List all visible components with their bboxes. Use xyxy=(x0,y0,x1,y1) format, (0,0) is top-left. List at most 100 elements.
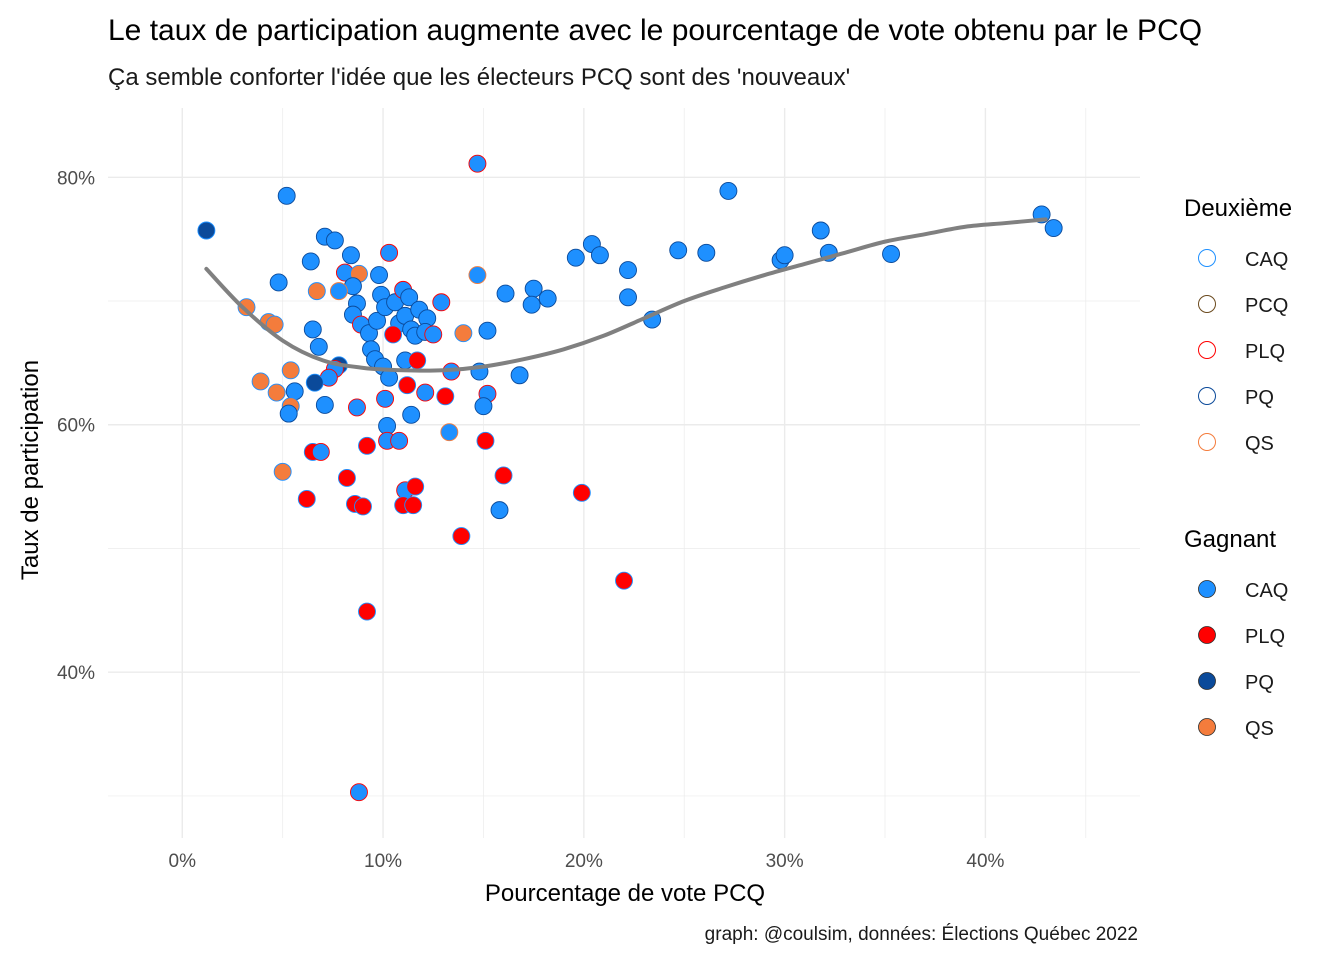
smooth-trend-line xyxy=(204,217,1048,373)
data-point xyxy=(384,325,403,344)
legend-label-gagnant: PLQ xyxy=(1245,626,1285,648)
data-point xyxy=(669,241,688,260)
legend-label-gagnant: QS xyxy=(1245,718,1274,740)
data-point xyxy=(309,337,328,356)
data-point xyxy=(719,181,738,200)
legend-key-gagnant xyxy=(1198,626,1216,644)
x-axis-title: Pourcentage de vote PCQ xyxy=(485,880,765,907)
data-point xyxy=(277,186,296,205)
x-tick-label: 40% xyxy=(966,851,1004,872)
data-point xyxy=(341,246,360,265)
data-point xyxy=(237,298,256,317)
legend-deuxieme-entries: CAQ PCQ PLQ PQ QS xyxy=(1198,249,1288,455)
legend-key-deuxieme xyxy=(1198,341,1216,359)
data-point xyxy=(301,252,320,271)
data-point xyxy=(697,243,716,262)
x-tick-label: 30% xyxy=(766,851,804,872)
data-point xyxy=(350,783,368,802)
legend-key-gagnant xyxy=(1198,718,1216,736)
data-point xyxy=(354,497,372,516)
data-point xyxy=(285,382,304,401)
grid xyxy=(108,108,1140,838)
data-point xyxy=(402,405,421,424)
legend-label-deuxieme: QS xyxy=(1245,433,1274,455)
data-point xyxy=(468,266,487,284)
data-point xyxy=(424,325,443,344)
legend-label-deuxieme: PLQ xyxy=(1245,341,1285,363)
data-point xyxy=(432,293,451,312)
y-tick-label: 80% xyxy=(57,168,95,189)
legend-key-deuxieme xyxy=(1198,249,1216,267)
data-point xyxy=(337,468,356,487)
data-point xyxy=(882,245,900,263)
data-point xyxy=(811,221,830,240)
data-point xyxy=(416,383,435,402)
data-point xyxy=(490,501,509,520)
data-point xyxy=(370,266,389,284)
data-point xyxy=(476,431,495,450)
data-point xyxy=(380,243,399,262)
data-point xyxy=(510,366,529,385)
data-point xyxy=(619,261,637,280)
data-point xyxy=(315,395,334,414)
data-point xyxy=(358,436,376,455)
data-point xyxy=(538,289,557,308)
data-point xyxy=(297,490,316,508)
data-point xyxy=(281,361,300,380)
legend-key-deuxieme xyxy=(1198,387,1216,405)
data-point xyxy=(269,273,288,292)
data-point xyxy=(566,248,585,267)
data-point xyxy=(273,462,292,481)
data-point xyxy=(522,295,541,314)
data-point xyxy=(307,282,326,301)
data-point xyxy=(279,404,298,423)
data-point xyxy=(325,231,344,250)
data-point xyxy=(440,423,459,442)
legend-title-gagnant: Gagnant xyxy=(1184,526,1276,553)
legend-label-gagnant: CAQ xyxy=(1245,580,1288,602)
data-point xyxy=(390,431,409,450)
data-point xyxy=(436,387,455,406)
y-axis-title: Taux de participation xyxy=(17,360,44,580)
data-point xyxy=(404,496,423,515)
data-point xyxy=(376,389,395,408)
legend-label-deuxieme: PCQ xyxy=(1245,295,1288,317)
data-point xyxy=(572,483,591,502)
data-point xyxy=(590,246,609,265)
legend-label-gagnant: PQ xyxy=(1245,672,1274,694)
legend-gagnant-entries: CAQ PLQ PQ QS xyxy=(1198,580,1288,740)
data-point xyxy=(267,383,286,402)
data-point xyxy=(400,288,419,307)
data-point xyxy=(524,279,543,298)
x-tick-label: 10% xyxy=(364,851,402,872)
legend-label-deuxieme: PQ xyxy=(1245,387,1274,409)
data-point xyxy=(615,571,633,590)
y-tick-label: 60% xyxy=(57,416,95,437)
data-point xyxy=(619,288,637,307)
data-points xyxy=(197,154,1063,802)
legend-key-deuxieme xyxy=(1198,295,1216,313)
data-point xyxy=(305,373,324,392)
data-point xyxy=(368,311,386,330)
legend-key-deuxieme xyxy=(1198,433,1216,451)
legend-key-gagnant xyxy=(1198,580,1216,598)
data-point xyxy=(358,602,376,621)
legend-label-deuxieme: CAQ xyxy=(1245,249,1288,271)
data-point xyxy=(303,320,322,339)
data-point xyxy=(398,376,417,395)
chart-title: Le taux de participation augmente avec l… xyxy=(108,14,1202,47)
chart-caption: graph: @coulsim, données: Élections Québ… xyxy=(705,924,1138,945)
data-point xyxy=(251,372,270,391)
y-tick-label: 40% xyxy=(57,663,95,684)
data-point xyxy=(775,246,794,265)
data-point xyxy=(329,282,348,301)
legend-key-gagnant xyxy=(1198,672,1216,690)
legend: Deuxième CAQ PCQ PLQ PQ QS Gagnant CAQ PLQ PQ Q… xyxy=(1184,195,1292,740)
data-point xyxy=(348,398,366,417)
legend-title-deuxieme: Deuxième xyxy=(1184,195,1292,222)
data-point xyxy=(478,321,497,340)
data-point xyxy=(468,154,487,173)
x-axis-ticks: 0% 10% 20% 30% 40% xyxy=(169,851,1005,872)
data-point xyxy=(454,324,473,343)
